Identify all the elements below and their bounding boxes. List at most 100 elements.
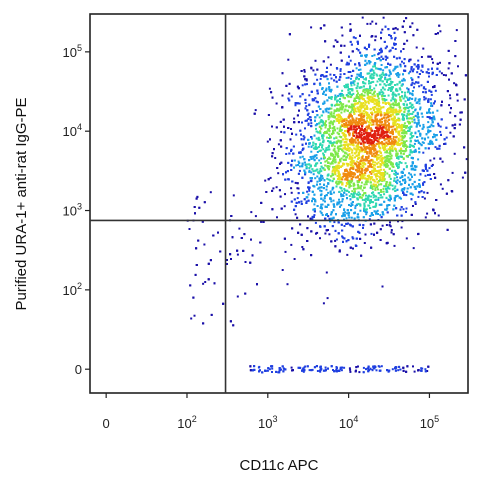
event-dot	[288, 33, 291, 36]
event-dot	[363, 209, 365, 212]
event-dot	[390, 231, 393, 234]
event-dot	[389, 77, 392, 80]
event-dot	[405, 165, 408, 168]
event-dot	[317, 138, 320, 141]
event-dot	[210, 313, 213, 316]
event-dot	[318, 122, 321, 125]
event-dot	[414, 203, 417, 205]
event-dot	[294, 213, 297, 216]
event-dot	[357, 92, 359, 95]
event-dot	[395, 171, 397, 174]
event-dot	[440, 104, 443, 107]
event-dot	[363, 207, 366, 210]
event-dot	[322, 111, 325, 114]
event-dot	[325, 159, 328, 162]
event-dot	[358, 86, 361, 89]
event-dot	[396, 72, 399, 74]
event-dot	[391, 368, 394, 371]
event-dot	[409, 186, 412, 189]
event-dot	[320, 174, 322, 177]
event-dot	[294, 181, 297, 184]
event-dot	[311, 99, 314, 102]
event-dot	[451, 171, 454, 174]
event-dot	[315, 232, 317, 235]
event-dot	[374, 195, 377, 198]
event-dot	[406, 120, 409, 123]
event-dot	[349, 370, 352, 373]
event-dot	[424, 216, 427, 219]
event-dot	[324, 164, 327, 167]
event-dot	[305, 119, 308, 122]
event-dot	[415, 102, 418, 104]
event-dot	[313, 208, 316, 211]
event-dot	[337, 182, 340, 185]
event-dot	[379, 172, 382, 174]
event-dot	[393, 177, 396, 180]
event-dot	[378, 52, 381, 55]
event-dot	[372, 367, 375, 370]
event-dot	[305, 163, 308, 166]
event-dot	[329, 112, 332, 115]
event-dot	[260, 220, 263, 223]
event-dot	[372, 196, 375, 199]
event-dot	[356, 187, 359, 190]
event-dot	[357, 69, 360, 71]
event-dot	[345, 184, 348, 187]
event-dot	[346, 109, 349, 112]
event-dot	[439, 183, 442, 186]
event-dot	[327, 168, 330, 171]
event-dot	[358, 371, 361, 374]
event-dot	[307, 215, 309, 218]
event-dot	[437, 32, 439, 35]
event-dot	[376, 74, 379, 77]
event-dot	[328, 124, 331, 127]
event-dot	[311, 190, 314, 193]
event-dot	[326, 136, 328, 139]
event-dot	[432, 125, 435, 128]
event-dot	[338, 119, 341, 122]
event-dot	[355, 151, 358, 154]
event-dot	[254, 109, 257, 112]
event-dot	[411, 78, 414, 81]
event-dot	[313, 83, 316, 86]
event-dot	[369, 82, 372, 84]
event-dot	[381, 94, 384, 97]
event-dot	[310, 177, 313, 180]
event-dot	[338, 174, 341, 177]
event-dot	[403, 193, 406, 196]
event-dot	[313, 210, 316, 213]
event-dot	[403, 69, 405, 72]
event-dot	[353, 211, 356, 214]
event-dot	[372, 214, 374, 216]
event-dot	[369, 74, 372, 77]
event-dot	[408, 97, 411, 100]
event-dot	[323, 225, 326, 228]
event-dot	[453, 152, 456, 155]
event-dot	[314, 199, 317, 202]
event-dot	[377, 196, 380, 199]
event-dot	[405, 106, 408, 109]
event-dot	[380, 88, 383, 91]
event-dot	[389, 35, 392, 37]
event-dot	[426, 126, 429, 129]
event-dot	[347, 211, 350, 214]
event-dot	[340, 111, 343, 114]
event-dot	[415, 46, 418, 49]
event-dot	[341, 34, 344, 37]
event-dot	[386, 162, 388, 165]
event-dot	[290, 150, 292, 152]
event-dot	[411, 90, 414, 92]
event-dot	[407, 107, 410, 109]
event-dot	[321, 146, 323, 149]
event-dot	[335, 238, 338, 241]
event-dot	[391, 162, 394, 165]
event-dot	[381, 174, 384, 177]
event-dot	[418, 85, 421, 88]
event-dot	[290, 148, 293, 151]
event-dot	[360, 93, 363, 96]
event-dot	[350, 77, 352, 80]
event-dot	[312, 141, 315, 144]
event-dot	[398, 180, 401, 183]
event-dot	[395, 180, 397, 183]
event-dot	[423, 98, 426, 101]
